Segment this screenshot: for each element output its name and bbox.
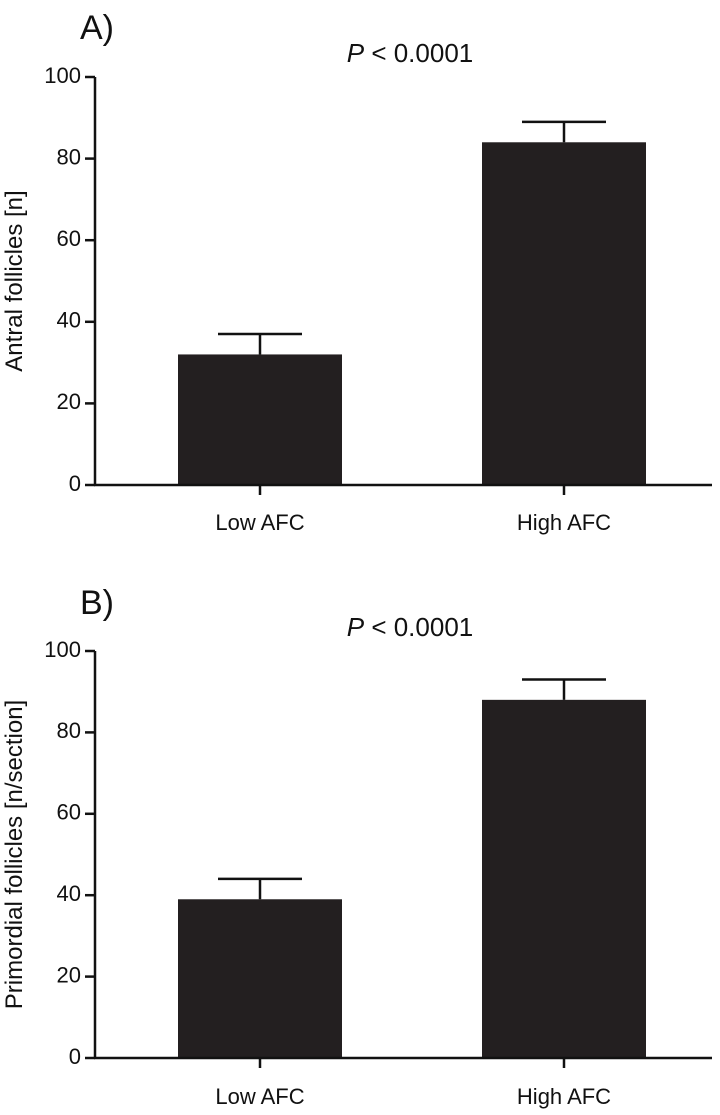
- x-category-label: High AFC: [517, 1084, 611, 1109]
- panel-a: A) P < 0.0001 Antral follicles [n] 0 20 40 60 8…: [1, 9, 712, 535]
- y-tick-label: 20: [57, 389, 81, 414]
- panel-label: A): [80, 9, 114, 47]
- y-tick-label: 60: [57, 226, 81, 251]
- x-category-label: Low AFC: [215, 1084, 304, 1109]
- y-tick-label: 100: [44, 637, 81, 662]
- p-value-text: < 0.0001: [364, 612, 473, 642]
- p-value-text: < 0.0001: [364, 38, 473, 68]
- y-tick-label: 60: [57, 800, 81, 825]
- p-symbol: P: [347, 38, 365, 68]
- y-tick-label: 40: [57, 308, 81, 333]
- panel-b: B) P < 0.0001 Primordial follicles [n/sect…: [1, 584, 712, 1109]
- y-tick-label: 80: [57, 144, 81, 169]
- bar-low-afc: [178, 354, 342, 485]
- bar-high-afc: [482, 699, 646, 1058]
- panel-label: B): [80, 584, 114, 622]
- p-symbol: P: [347, 612, 365, 642]
- y-tick-label: 80: [57, 718, 81, 743]
- bar-high-afc: [482, 142, 646, 485]
- y-tick-label: 20: [57, 962, 81, 987]
- y-axis-label: Primordial follicles [n/section]: [1, 700, 28, 1009]
- y-tick-label: 100: [44, 63, 81, 88]
- bar-low-afc: [178, 899, 342, 1058]
- p-value-annotation: P < 0.0001: [347, 38, 474, 68]
- x-category-label: High AFC: [517, 510, 611, 535]
- y-axis-label: Antral follicles [n]: [1, 190, 28, 371]
- y-tick-label: 0: [69, 471, 81, 496]
- p-value-annotation: P < 0.0001: [347, 612, 474, 642]
- y-tick-label: 40: [57, 881, 81, 906]
- x-category-label: Low AFC: [215, 510, 304, 535]
- y-tick-label: 0: [69, 1044, 81, 1069]
